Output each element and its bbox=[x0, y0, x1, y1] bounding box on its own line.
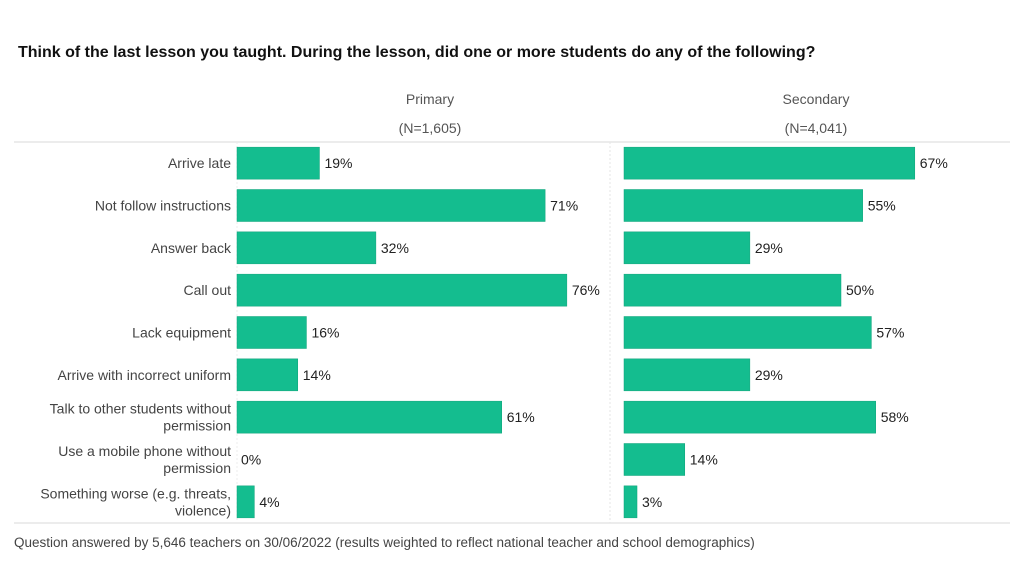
data-label: 14% bbox=[690, 452, 718, 468]
data-label: 19% bbox=[324, 155, 352, 171]
bar bbox=[623, 231, 751, 265]
bar bbox=[623, 189, 863, 222]
category-label: Arrive late bbox=[168, 155, 231, 171]
category-label: Use a mobile phone without bbox=[58, 443, 231, 459]
category-label: Talk to other students without bbox=[50, 401, 231, 417]
category-label: Arrive with incorrect uniform bbox=[58, 367, 232, 383]
data-label: 14% bbox=[303, 367, 331, 383]
data-label: 16% bbox=[311, 325, 339, 341]
bar bbox=[623, 273, 842, 307]
data-label: 32% bbox=[381, 240, 409, 256]
data-label: 61% bbox=[507, 409, 535, 425]
data-label: 4% bbox=[259, 494, 279, 510]
bar bbox=[236, 189, 546, 222]
data-label: 58% bbox=[881, 409, 909, 425]
bar bbox=[623, 146, 916, 180]
data-label: 57% bbox=[876, 325, 904, 341]
panel-title: Secondary bbox=[783, 91, 850, 107]
category-label: permission bbox=[163, 460, 231, 476]
bar bbox=[236, 273, 568, 307]
data-label: 29% bbox=[755, 240, 783, 256]
category-label: Lack equipment bbox=[132, 325, 231, 341]
data-label: 3% bbox=[642, 494, 662, 510]
bar bbox=[236, 231, 377, 265]
data-label: 67% bbox=[920, 155, 948, 171]
panel-subtitle: (N=1,605) bbox=[399, 120, 462, 136]
bar bbox=[236, 146, 320, 180]
data-label: 0% bbox=[241, 452, 261, 468]
data-label: 50% bbox=[846, 282, 874, 298]
bar bbox=[623, 443, 686, 476]
category-label: Call out bbox=[184, 282, 232, 298]
bar bbox=[236, 400, 502, 434]
category-label: Answer back bbox=[151, 240, 232, 256]
footnote: Question answered by 5,646 teachers on 3… bbox=[14, 535, 755, 550]
category-label: Not follow instructions bbox=[95, 198, 231, 214]
category-label: Something worse (e.g. threats, bbox=[40, 485, 231, 501]
chart-title: Think of the last lesson you taught. Dur… bbox=[18, 44, 816, 61]
data-label: 71% bbox=[550, 198, 578, 214]
bar bbox=[623, 485, 638, 519]
bar bbox=[623, 316, 872, 349]
panel-subtitle: (N=4,041) bbox=[785, 120, 848, 136]
data-label: 29% bbox=[755, 367, 783, 383]
bar bbox=[623, 400, 876, 434]
panel-title: Primary bbox=[406, 91, 454, 107]
category-label: violence) bbox=[175, 502, 231, 518]
bar bbox=[236, 358, 299, 392]
bar bbox=[623, 358, 751, 392]
bar bbox=[236, 316, 307, 349]
data-label: 76% bbox=[572, 282, 600, 298]
data-label: 55% bbox=[868, 198, 896, 214]
category-label: permission bbox=[163, 418, 231, 434]
bar bbox=[236, 485, 255, 519]
